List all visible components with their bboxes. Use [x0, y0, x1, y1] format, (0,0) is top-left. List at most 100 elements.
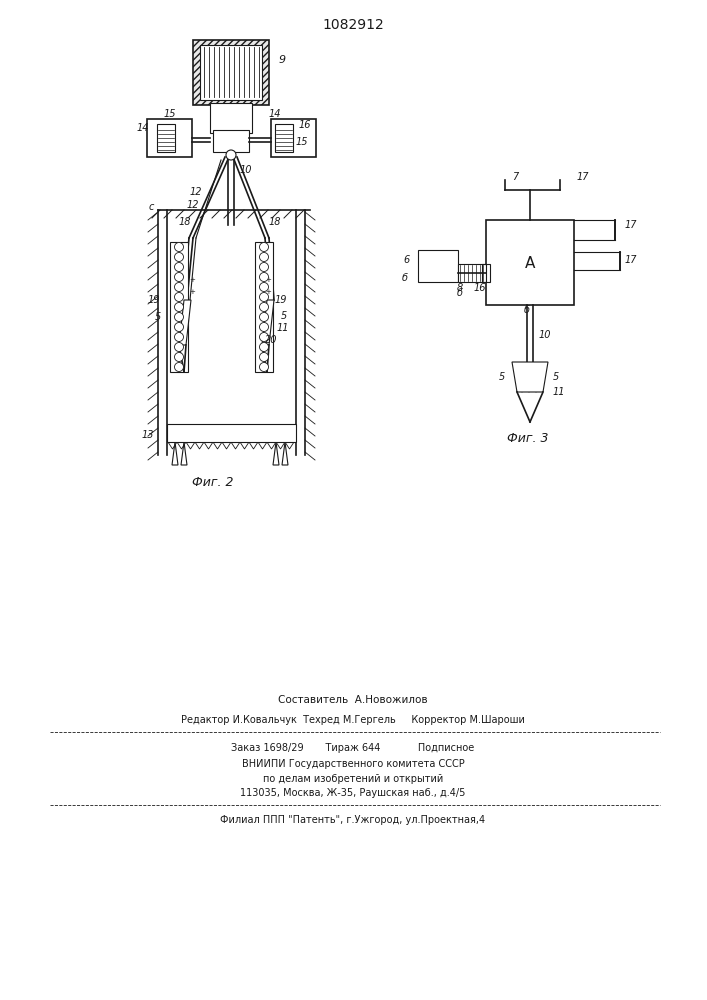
Circle shape [175, 252, 184, 261]
Circle shape [169, 425, 185, 441]
Circle shape [175, 282, 184, 292]
Circle shape [175, 332, 184, 342]
Circle shape [259, 252, 269, 261]
Circle shape [259, 302, 269, 312]
Bar [193, 40, 269, 105]
Text: 15: 15 [296, 137, 308, 147]
Text: 17: 17 [625, 255, 638, 265]
Text: +: + [189, 277, 195, 283]
Text: 16: 16 [299, 120, 311, 130]
Text: 10: 10 [240, 165, 252, 175]
Text: 16: 16 [474, 283, 486, 293]
Circle shape [259, 262, 269, 271]
Text: 9: 9 [279, 55, 286, 65]
Circle shape [175, 342, 184, 352]
Text: 7: 7 [512, 172, 518, 182]
Circle shape [259, 353, 269, 361]
Text: Составитель  А.Новожилов: Составитель А.Новожилов [278, 695, 428, 705]
Text: 10: 10 [539, 330, 551, 340]
Polygon shape [186, 442, 195, 449]
Text: по делам изобретений и открытий: по делам изобретений и открытий [263, 774, 443, 784]
Text: 5: 5 [498, 372, 505, 382]
Polygon shape [181, 442, 187, 465]
Text: б: б [402, 273, 408, 283]
Polygon shape [240, 442, 249, 449]
Bar [147, 119, 192, 157]
Text: Фиг. 2: Фиг. 2 [192, 476, 234, 488]
Bar [458, 264, 486, 282]
Text: 12: 12 [187, 200, 199, 210]
Circle shape [175, 353, 184, 361]
Text: 12: 12 [189, 187, 202, 197]
Bar [486, 220, 574, 305]
Text: 14: 14 [269, 109, 281, 119]
Circle shape [175, 272, 184, 282]
Text: Редактор И.Ковальчук  Техред М.Гергель     Корректор М.Шароши: Редактор И.Ковальчук Техред М.Гергель Ко… [181, 715, 525, 725]
Bar [200, 45, 262, 100]
Text: 19: 19 [275, 295, 287, 305]
Circle shape [259, 242, 269, 251]
Text: ВНИИПИ Государственного комитета СССР: ВНИИПИ Государственного комитета СССР [242, 759, 464, 769]
Bar [210, 103, 252, 133]
Polygon shape [195, 442, 204, 449]
Polygon shape [222, 442, 231, 449]
Text: 14: 14 [136, 123, 149, 133]
Polygon shape [168, 442, 177, 449]
Circle shape [259, 272, 269, 282]
Text: 5: 5 [553, 372, 559, 382]
Circle shape [259, 362, 269, 371]
Bar [157, 124, 175, 152]
Text: 19: 19 [148, 295, 160, 305]
Text: c: c [148, 202, 153, 212]
Text: 20: 20 [264, 335, 277, 345]
Circle shape [259, 322, 269, 332]
Text: 17: 17 [577, 172, 589, 182]
Bar [482, 264, 490, 282]
Polygon shape [213, 442, 222, 449]
Polygon shape [179, 300, 191, 345]
Circle shape [259, 312, 269, 322]
Circle shape [226, 150, 236, 160]
Text: 17: 17 [625, 220, 638, 230]
Circle shape [175, 312, 184, 322]
Bar [275, 124, 293, 152]
Text: Фиг. 3: Фиг. 3 [507, 432, 549, 444]
Text: Филиал ППП "Патенть", г.Ужгород, ул.Проектная,4: Филиал ППП "Патенть", г.Ужгород, ул.Прое… [221, 815, 486, 825]
Circle shape [259, 292, 269, 302]
Text: б: б [457, 288, 463, 298]
Polygon shape [231, 442, 240, 449]
Text: 18: 18 [179, 217, 192, 227]
Text: 18: 18 [269, 217, 281, 227]
Bar [167, 424, 296, 442]
Text: +: + [189, 289, 195, 295]
Polygon shape [285, 442, 294, 449]
Text: +: + [265, 277, 271, 283]
Circle shape [175, 242, 184, 251]
Bar [255, 242, 273, 372]
Text: 113035, Москва, Ж-35, Раушская наб., д.4/5: 113035, Москва, Ж-35, Раушская наб., д.4… [240, 788, 466, 798]
Circle shape [175, 292, 184, 302]
Text: A: A [525, 255, 535, 270]
Circle shape [259, 282, 269, 292]
Text: 11: 11 [276, 323, 289, 333]
Bar [418, 250, 458, 282]
Polygon shape [204, 442, 213, 449]
Text: 15: 15 [164, 109, 176, 119]
Text: +: + [265, 289, 271, 295]
Text: 11: 11 [553, 387, 566, 397]
Circle shape [175, 322, 184, 332]
Bar [213, 130, 249, 152]
Text: 13: 13 [141, 430, 154, 440]
Polygon shape [262, 300, 274, 345]
Text: Заказ 1698/29       Тираж 644            Подписное: Заказ 1698/29 Тираж 644 Подписное [231, 743, 474, 753]
Polygon shape [267, 442, 276, 449]
Polygon shape [258, 442, 267, 449]
Text: б: б [524, 305, 530, 315]
Text: 8: 8 [457, 283, 463, 293]
Circle shape [259, 342, 269, 352]
Polygon shape [282, 442, 288, 465]
Circle shape [279, 425, 295, 441]
Bar [170, 242, 188, 372]
Text: 5: 5 [155, 312, 161, 322]
Polygon shape [172, 442, 178, 465]
